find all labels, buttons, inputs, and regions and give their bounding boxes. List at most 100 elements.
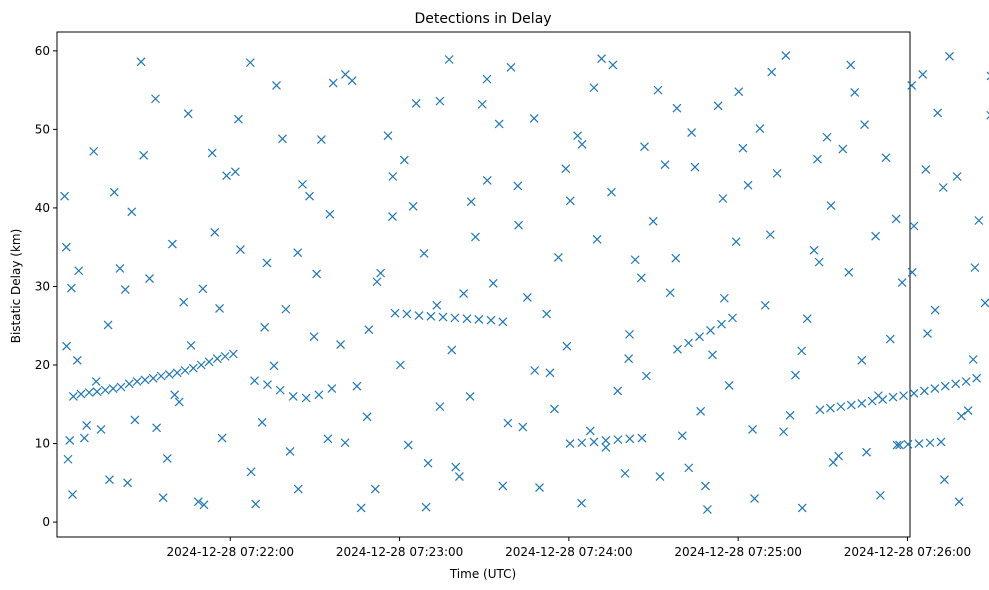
data-point [60, 191, 70, 201]
data-point [447, 345, 457, 355]
data-point [522, 293, 532, 302]
data-point [589, 83, 599, 93]
x-tick-label: 2024-12-28 07:24:00 [505, 545, 632, 559]
plot-frame [56, 31, 911, 538]
data-point [347, 76, 357, 86]
data-point [72, 355, 82, 365]
data-point [275, 385, 285, 395]
data-point [488, 278, 498, 288]
data-point [459, 289, 469, 298]
data-point [860, 120, 869, 130]
data-point [690, 162, 700, 172]
data-point [316, 135, 326, 145]
data-point [451, 462, 461, 472]
data-point [465, 391, 475, 401]
data-point [577, 438, 587, 448]
data-point [518, 422, 528, 432]
data-point [738, 143, 748, 153]
data-point [822, 132, 832, 142]
data-point [553, 252, 563, 262]
data-point [421, 502, 431, 512]
data-point [139, 150, 149, 160]
data-point [494, 119, 504, 129]
data-point [862, 447, 871, 457]
data-point [791, 370, 800, 380]
data-point [907, 267, 917, 277]
data-point [76, 389, 86, 399]
data-point [474, 315, 484, 324]
data-point [432, 300, 442, 310]
data-point [66, 283, 76, 293]
data-point [328, 78, 338, 88]
data-point [486, 315, 496, 325]
data-point [909, 388, 919, 398]
data-point [158, 493, 168, 503]
data-point [951, 379, 961, 389]
data-point [402, 309, 412, 319]
data-point [970, 263, 980, 273]
data-point [921, 165, 931, 174]
data-point [356, 503, 366, 513]
data-point [834, 451, 844, 461]
data-point [743, 180, 753, 190]
data-point [395, 360, 405, 370]
data-point [115, 263, 125, 273]
data-point [601, 443, 611, 452]
x-tick-label: 2024-12-28 07:22:00 [167, 545, 294, 559]
data-point [891, 214, 901, 224]
data-point [390, 308, 400, 318]
data-point [230, 167, 240, 177]
data-point [871, 231, 880, 241]
data-point [846, 400, 856, 410]
data-point [388, 172, 398, 181]
data-point [815, 405, 825, 415]
data-point [963, 406, 973, 415]
data-point [148, 373, 158, 383]
data-point [750, 494, 759, 503]
data-point [718, 194, 728, 203]
data-point [974, 216, 984, 225]
data-point [630, 255, 640, 265]
data-point [482, 74, 492, 84]
data-point [923, 329, 932, 339]
data-point [199, 500, 209, 510]
data-point [305, 191, 314, 201]
data-point [399, 155, 409, 165]
data-point [68, 391, 78, 401]
data-point [340, 438, 350, 448]
data-point [419, 249, 429, 258]
data-point [65, 435, 75, 445]
data-point [687, 128, 697, 137]
data-point [724, 380, 734, 390]
data-point [706, 326, 715, 335]
data-point [251, 499, 261, 509]
y-axis: 0 10 20 30 40 50 60 [35, 44, 57, 529]
data-point [438, 312, 448, 322]
data-point [196, 360, 206, 370]
data-point [919, 386, 929, 396]
data-point [466, 197, 476, 207]
data-point [797, 346, 807, 356]
data-point [781, 51, 791, 60]
data-point [61, 242, 71, 252]
data-point [731, 237, 741, 247]
data-point [529, 113, 539, 123]
data-point [597, 54, 607, 64]
data-point [640, 142, 649, 152]
data-point [123, 478, 132, 488]
data-point [585, 426, 595, 436]
x-tick-label: 2024-12-28 07:25:00 [674, 545, 801, 559]
data-point [728, 313, 737, 323]
data-point [193, 497, 203, 507]
data-point [462, 314, 472, 324]
data-point [109, 187, 119, 197]
data-point [972, 373, 982, 383]
data-point [701, 481, 710, 491]
data-point [435, 96, 445, 106]
data-point [281, 304, 291, 314]
plot-area [56, 31, 989, 538]
data-point [132, 377, 142, 386]
data-point [684, 338, 693, 348]
data-point [513, 181, 523, 191]
data-point [217, 433, 227, 443]
